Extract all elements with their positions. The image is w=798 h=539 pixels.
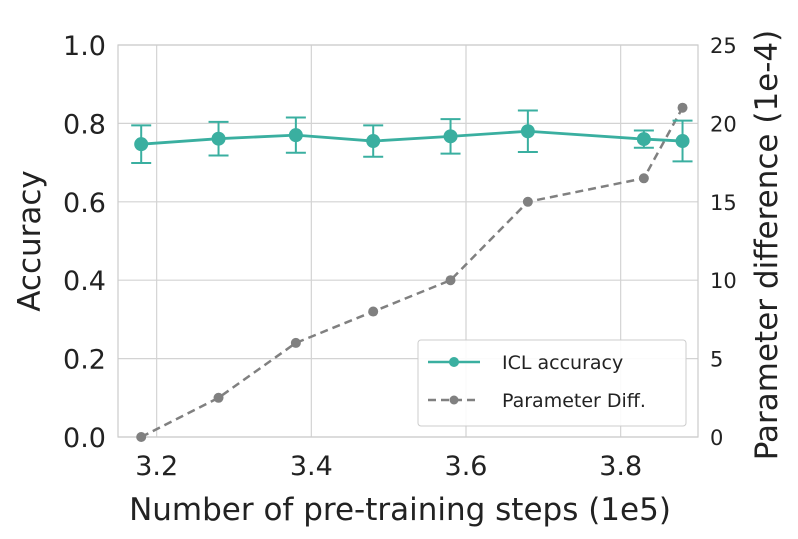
legend-marker-icl-accuracy <box>449 357 459 367</box>
y-tick-label-1: 0.2 <box>63 345 106 376</box>
parameter-diff-point-6 <box>638 173 649 184</box>
parameter-diff-point-4 <box>445 275 456 286</box>
y-right-tick-label-5: 25 <box>710 34 737 58</box>
icl-accuracy-point-5 <box>520 124 535 139</box>
y-right-tick-label-4: 20 <box>710 112 737 136</box>
parameter-diff-point-0 <box>136 432 147 442</box>
icl-accuracy-point-0 <box>134 137 149 152</box>
x-tick-label-2: 3.6 <box>445 451 488 482</box>
left-tick-labels: 0.0 0.2 0.4 0.6 0.8 1.0 <box>63 31 106 454</box>
y-right-tick-label-2: 10 <box>710 269 737 293</box>
legend: ICL accuracy Parameter Diff. <box>417 339 687 427</box>
y-tick-label-5: 1.0 <box>63 31 106 62</box>
y-right-tick-label-1: 5 <box>710 348 723 372</box>
legend-label-icl-accuracy: ICL accuracy <box>502 352 623 374</box>
parameter-diff-point-7 <box>677 102 688 113</box>
y-tick-label-4: 0.8 <box>63 109 106 140</box>
parameter-diff-point-1 <box>213 392 224 403</box>
y-right-tick-label-0: 0 <box>710 426 723 450</box>
legend-marker-parameter-diff <box>449 395 459 405</box>
x-tick-labels: 3.2 3.4 3.6 3.8 <box>135 451 642 482</box>
icl-accuracy-point-4 <box>443 129 458 144</box>
icl-accuracy-point-6 <box>636 132 651 147</box>
parameter-diff-line <box>140 107 684 439</box>
y-tick-label-3: 0.6 <box>63 188 106 219</box>
x-tick-label-3: 3.8 <box>599 451 642 482</box>
x-axis-label: Number of pre-training steps (1e5) <box>129 492 671 528</box>
y-right-tick-label-3: 15 <box>710 191 737 215</box>
icl-accuracy-point-1 <box>211 131 226 146</box>
parameter-diff-point-5 <box>522 196 533 207</box>
y-axis-label: Accuracy <box>12 170 48 312</box>
y-axis-right-label: Parameter difference (1e-4) <box>749 30 785 461</box>
legend-label-parameter-diff: Parameter Diff. <box>502 390 646 412</box>
parameter-diff-point-3 <box>368 306 379 317</box>
icl-accuracy-line <box>141 129 683 146</box>
series-layer <box>131 102 693 442</box>
y-tick-label-0: 0.0 <box>63 423 106 454</box>
icl-accuracy-point-2 <box>288 128 303 143</box>
x-tick-label-1: 3.4 <box>290 451 333 482</box>
x-tick-label-0: 3.2 <box>135 451 178 482</box>
icl-accuracy-point-3 <box>366 134 381 149</box>
y-tick-label-2: 0.4 <box>63 266 106 297</box>
plot-frame <box>117 44 699 438</box>
legend-box <box>417 339 687 427</box>
right-tick-labels: 0 5 10 15 20 25 <box>710 34 737 450</box>
parameter-diff-point-2 <box>290 337 301 348</box>
icl-accuracy-point-7 <box>675 134 690 149</box>
